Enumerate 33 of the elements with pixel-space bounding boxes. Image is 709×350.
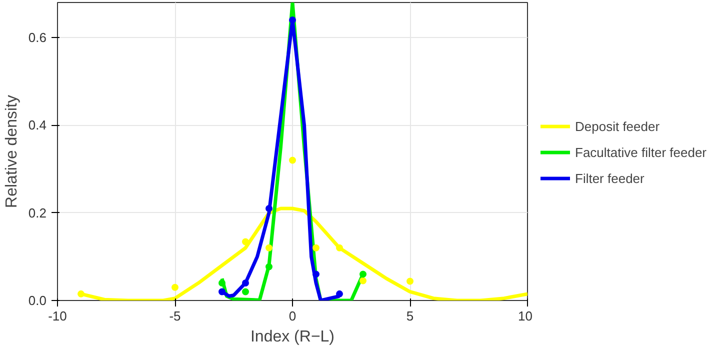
point xyxy=(218,279,226,286)
x-tick-label: 0 xyxy=(288,308,296,324)
x-tick-label: -10 xyxy=(48,308,67,324)
legend-label: Filter feeder xyxy=(575,170,644,186)
legend-label: Facultative filter feeder xyxy=(575,144,707,160)
point xyxy=(406,278,414,285)
point xyxy=(312,244,320,252)
point xyxy=(242,238,249,246)
point xyxy=(336,244,343,252)
y-tick-label: 0.4 xyxy=(28,118,47,133)
point xyxy=(289,156,296,164)
point xyxy=(360,270,366,278)
y-tick-label: 0.6 xyxy=(28,30,47,46)
point xyxy=(360,277,366,284)
x-axis-title: Index (R−L) xyxy=(250,328,335,346)
legend-label: Deposit feeder xyxy=(575,118,660,134)
point xyxy=(266,204,272,212)
point xyxy=(312,270,320,278)
x-tick-label: -5 xyxy=(169,308,181,324)
x-tick-label: 5 xyxy=(406,308,414,324)
point xyxy=(242,288,249,296)
point xyxy=(172,284,178,291)
point xyxy=(218,288,226,296)
point xyxy=(336,290,343,298)
y-tick-label: 0.2 xyxy=(28,205,47,220)
y-tick-label: 0.0 xyxy=(28,293,47,308)
point xyxy=(289,16,296,24)
point xyxy=(266,244,272,252)
point xyxy=(242,279,249,286)
y-axis-title: Relative density xyxy=(3,95,20,208)
x-tick-label: 10 xyxy=(518,308,533,324)
point xyxy=(78,290,84,298)
point xyxy=(266,263,272,270)
